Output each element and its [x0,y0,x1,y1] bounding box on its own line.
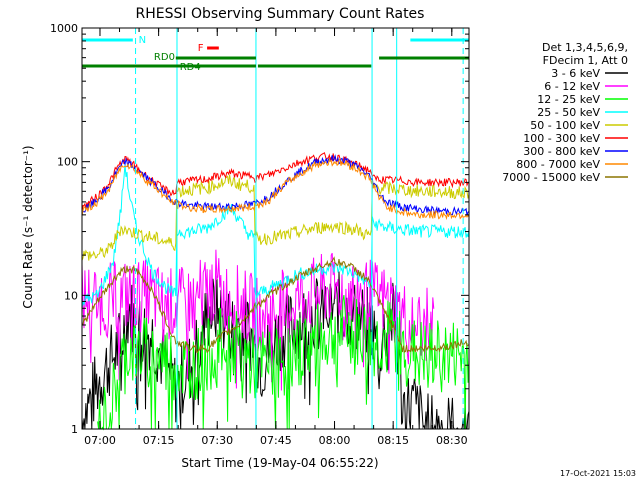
x-tick-label: 07:15 [143,434,175,447]
chart-title: RHESSI Observing Summary Count Rates [136,6,425,22]
series-line-7 [81,154,470,216]
y-tick-label: 100 [57,156,78,169]
legend-label-8: 800 - 7000 keV [516,158,600,171]
footer-timestamp: 17-Oct-2021 15:03 [560,469,636,478]
y-tick-label: 1000 [50,22,78,35]
flag-label-f: F [198,43,204,54]
x-tick-label: 08:15 [377,434,409,447]
x-tick-label: 07:00 [84,434,116,447]
series-line-3 [97,295,470,431]
series-line-8 [81,157,470,221]
y-tick-label: 10 [64,289,78,302]
x-axis-label: Start Time (19-May-04 06:55:22) [181,456,378,470]
legend-label-3: 12 - 25 keV [537,93,600,106]
flag-label-rd4: RD4 [180,62,201,73]
legend-header-line-2: FDecim 1, Att 0 [543,54,628,67]
series-line-4 [81,164,470,308]
legend-label-7: 300 - 800 keV [523,145,600,158]
series-line-9 [81,256,470,354]
flag-label-rd0: RD0 [154,52,175,63]
legend-label-6: 100 - 300 keV [523,132,600,145]
legend-label-1: 3 - 6 keV [551,67,600,80]
x-tick-label: 07:30 [201,434,233,447]
flag-label-n: N [139,35,146,46]
legend-label-5: 50 - 100 keV [530,119,600,132]
y-axis-label: Count Rate (s⁻¹ detector⁻¹) [21,145,35,308]
x-tick-label: 07:45 [260,434,292,447]
series-line-5 [81,174,470,261]
x-tick-label: 08:00 [319,434,351,447]
y-tick-label: 1 [71,423,78,436]
legend-label-2: 6 - 12 keV [544,80,600,93]
x-tick-label: 08:30 [436,434,468,447]
series-line-6 [81,152,470,212]
legend-label-4: 25 - 50 keV [537,106,600,119]
plot-layer: N F RD0 RD4 1 10 100 1000 07:00 07:15 07:30 07:45 08… [50,22,470,447]
legend-label-9: 7000 - 15000 keV [502,171,600,184]
legend-header-line-1: Det 1,3,4,5,6,9, [542,41,628,54]
